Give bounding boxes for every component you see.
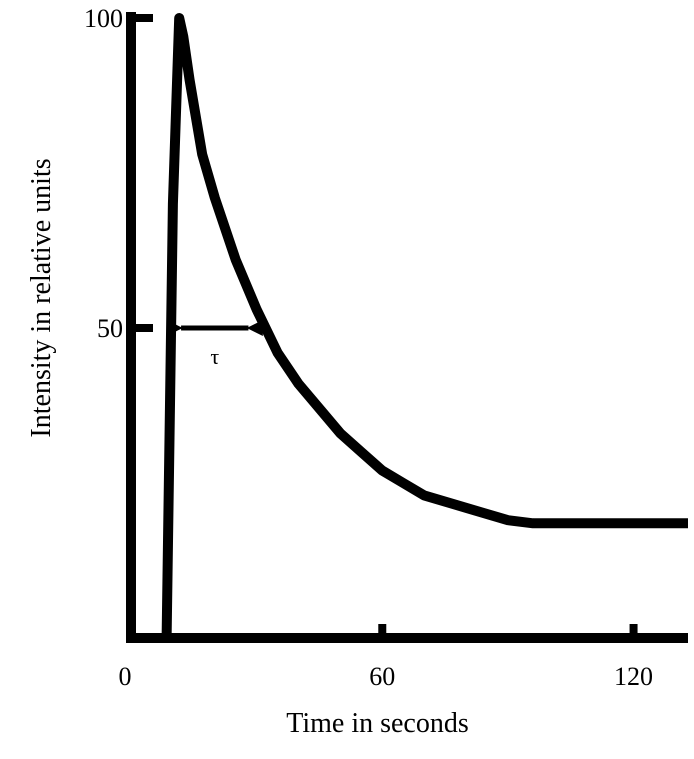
x-tick-label: 0: [119, 662, 132, 691]
x-axis-title: Time in seconds: [286, 708, 469, 739]
tau-label: τ: [210, 344, 219, 369]
y-tick-label: 100: [84, 4, 123, 33]
y-axis-title: Intensity in relative units: [26, 158, 57, 437]
x-tick-label: 120: [614, 662, 653, 691]
x-axis-ticks: 0 60 120: [119, 624, 653, 691]
intensity-curve: [161, 13, 688, 639]
y-tick-label: 50: [97, 314, 123, 343]
y-axis-ticks: 50 100: [84, 4, 153, 343]
x-tick-label: 60: [369, 662, 395, 691]
tau-annotation: τ: [166, 319, 263, 369]
